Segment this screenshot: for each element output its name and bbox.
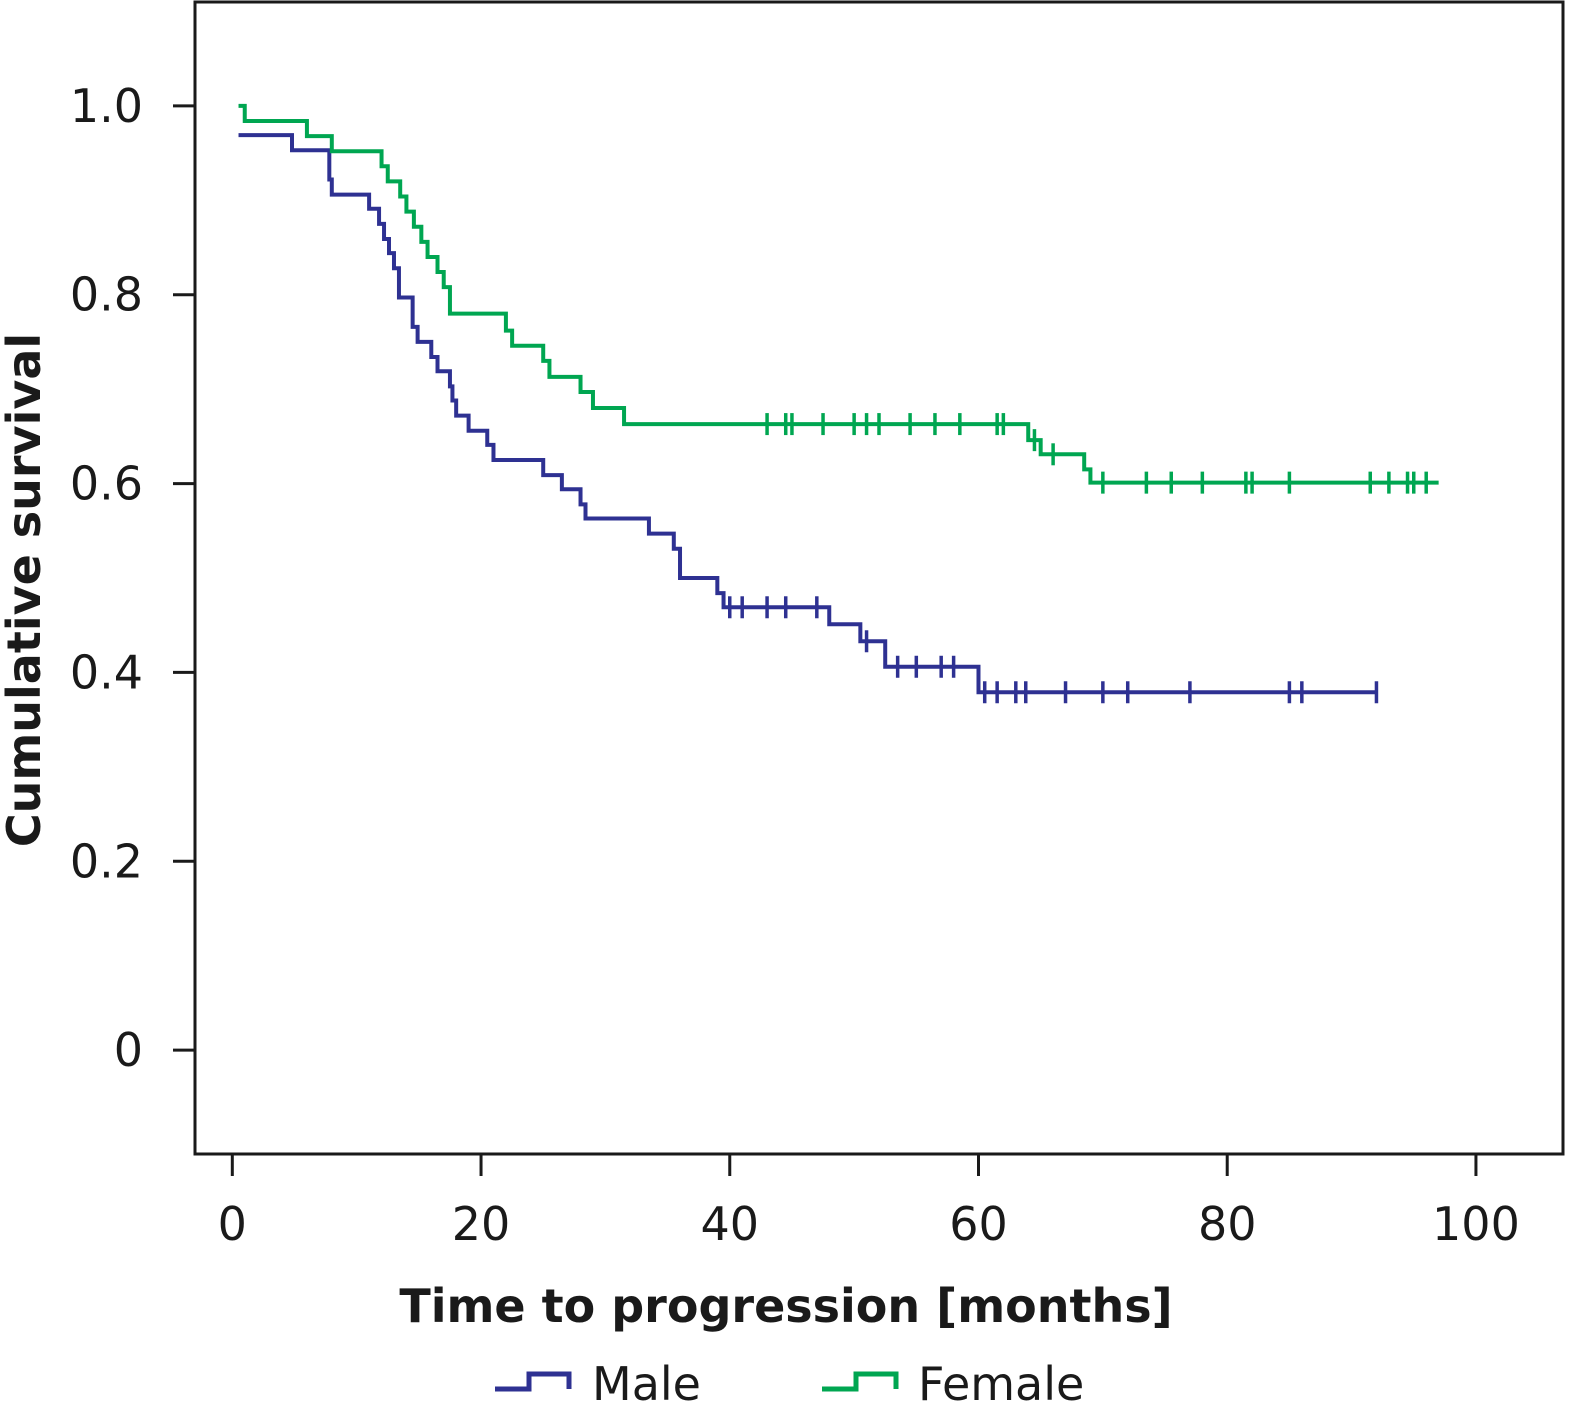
y-tick-label: 0.6 (70, 457, 143, 511)
y-tick-label: 0.2 (70, 834, 143, 888)
y-tick-label: 1.0 (70, 79, 143, 133)
series-line-male (238, 133, 1377, 695)
series-layer (238, 103, 1439, 704)
x-tick-label: 60 (949, 1197, 1008, 1251)
legend-label-male: Male (592, 1357, 701, 1411)
legend-label-female: Female (918, 1357, 1084, 1411)
y-tick-label: 0.4 (70, 645, 143, 699)
y-axis-title: Cumulative survival (0, 333, 51, 847)
legend-swatch-female (822, 1371, 899, 1392)
y-tick-label: 0.8 (70, 268, 143, 322)
x-tick-label: 0 (218, 1197, 247, 1251)
x-tick-label: 80 (1198, 1197, 1257, 1251)
legend: Male Female (495, 1357, 1084, 1411)
legend-swatch-male (495, 1371, 572, 1392)
x-axis-title: Time to progression [months] (399, 1279, 1172, 1333)
x-tick-label: 20 (452, 1197, 511, 1251)
plot-frame (193, 0, 1565, 1156)
y-tick-label: 0 (114, 1023, 143, 1077)
x-tick-label: 40 (700, 1197, 759, 1251)
x-tick-label: 100 (1432, 1197, 1520, 1251)
series-line-female (238, 103, 1439, 485)
x-axis: 0 20 40 60 80 100 (218, 1154, 1520, 1251)
y-axis: 0 0.2 0.4 0.6 0.8 1.0 (70, 79, 195, 1077)
